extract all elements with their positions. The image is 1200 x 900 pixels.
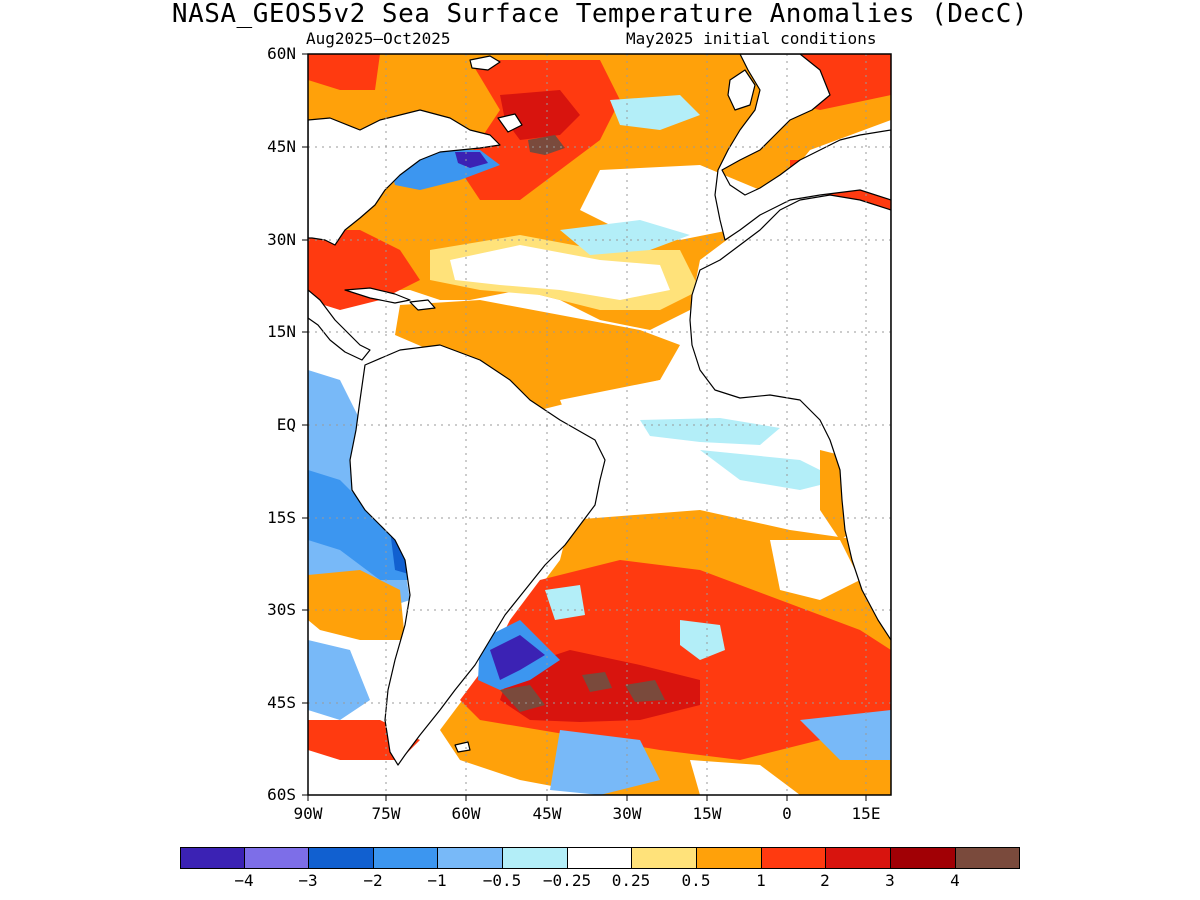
lon-label-45w: 45W (532, 804, 562, 823)
north-dark-red-core (500, 90, 580, 140)
brazil-malvinas-extreme-1 (500, 685, 545, 712)
central-america-land (308, 289, 371, 361)
lon-label-15w: 15W (692, 804, 722, 823)
colorbar-label: 4 (950, 871, 960, 890)
lat-label-45s: 45S (267, 693, 296, 712)
east-pacific-cold-core (308, 470, 410, 580)
mid-atlantic-neutral (580, 165, 760, 240)
colorbar-swatch-2 (308, 847, 374, 869)
colorbar-swatch-8 (696, 847, 762, 869)
graticule (308, 54, 891, 795)
lat-label-45n: 45N (267, 137, 296, 156)
colorbar-label: 1 (756, 871, 766, 890)
lon-label-90w: 90W (293, 804, 323, 823)
colorbar-swatch-3 (373, 847, 438, 869)
lat-label-15n: 15N (267, 322, 296, 341)
colorbar-swatch-0 (180, 847, 245, 869)
colorbar-swatch-9 (761, 847, 826, 869)
africa-land (689, 194, 891, 641)
labrador-red-patch (308, 54, 380, 90)
colorbar-swatch-12 (955, 847, 1020, 869)
southeast-pacific-cold (308, 640, 370, 720)
colorbar-label: 0.5 (681, 871, 711, 890)
colorbar-label: 0.25 (611, 871, 651, 890)
colorbar-label: 3 (885, 871, 895, 890)
colorbar-label: −3 (298, 871, 318, 890)
lat-label-30n: 30N (267, 230, 296, 249)
map-title: NASA_GEOS5v2 Sea Surface Temperature Ano… (171, 0, 1029, 29)
iceland-island (469, 55, 501, 71)
south-america-land (349, 344, 606, 766)
hispaniola-island (409, 299, 436, 311)
north-america-land (308, 109, 501, 246)
southern-ocean-neutral (690, 760, 800, 795)
europe-land (714, 54, 891, 241)
cuba-island (344, 287, 411, 304)
colorbar-swatch-1 (244, 847, 309, 869)
brazil-malvinas-extreme-3 (625, 680, 665, 702)
lon-label-15e: 15E (851, 804, 881, 823)
axis-ticks (302, 53, 867, 801)
central-north-cold-streak (610, 95, 700, 130)
colorbar-swatch-4 (437, 847, 503, 869)
lon-label-0: 0 (782, 804, 792, 823)
south-atlantic-neutral-patch (770, 540, 860, 600)
lat-label-eq: EQ (276, 415, 296, 434)
colorbar-swatch-7 (631, 847, 697, 869)
colorbar-label: −1 (427, 871, 447, 890)
newfoundland-island (497, 113, 523, 133)
river-plate-cold-core (490, 635, 545, 680)
colorbar-swatch-6 (567, 847, 632, 869)
land-masses (308, 54, 891, 766)
south-atlantic-cold-patch-1 (680, 620, 725, 660)
lat-label-15s: 15S (267, 508, 296, 527)
southern-ocean-cold-2 (800, 710, 891, 760)
north-neutral-patch (450, 245, 670, 300)
falkland-islands (454, 741, 471, 753)
brazil-malvinas-extreme-2 (582, 672, 612, 692)
nw-atlantic-cold-core (455, 152, 488, 168)
south-atlantic-cold-patch-2 (545, 585, 585, 620)
colorbar-label: −0.5 (482, 871, 522, 890)
colorbar-label: −4 (234, 871, 254, 890)
lon-label-75w: 75W (371, 804, 401, 823)
anomaly-field (308, 54, 891, 795)
lon-label-30w: 30W (612, 804, 642, 823)
colorbar-swatch-5 (502, 847, 568, 869)
lat-label-30s: 30S (267, 600, 296, 619)
lat-label-60s: 60S (267, 785, 296, 804)
equatorial-cold-streak (700, 450, 840, 490)
central-cold-streak (560, 220, 690, 255)
gulf-of-mexico-red (308, 230, 420, 310)
british-isles (727, 69, 756, 111)
lon-label-60w: 60W (451, 804, 481, 823)
lat-label-60n: 60N (267, 44, 296, 63)
colorbar-label: 2 (820, 871, 830, 890)
colorbar-label: −2 (363, 871, 383, 890)
colorbar-label: −0.25 (542, 871, 592, 890)
forecast-period: Aug2025–Oct2025 (306, 29, 451, 48)
colorbar-swatch-11 (890, 847, 956, 869)
southeast-pacific-warm (308, 570, 405, 640)
colorbar-swatch-10 (825, 847, 891, 869)
initial-conditions: May2025 initial conditions (626, 29, 877, 48)
gulf-of-guinea-cold (640, 418, 780, 445)
southern-ocean-cold-1 (550, 730, 660, 795)
